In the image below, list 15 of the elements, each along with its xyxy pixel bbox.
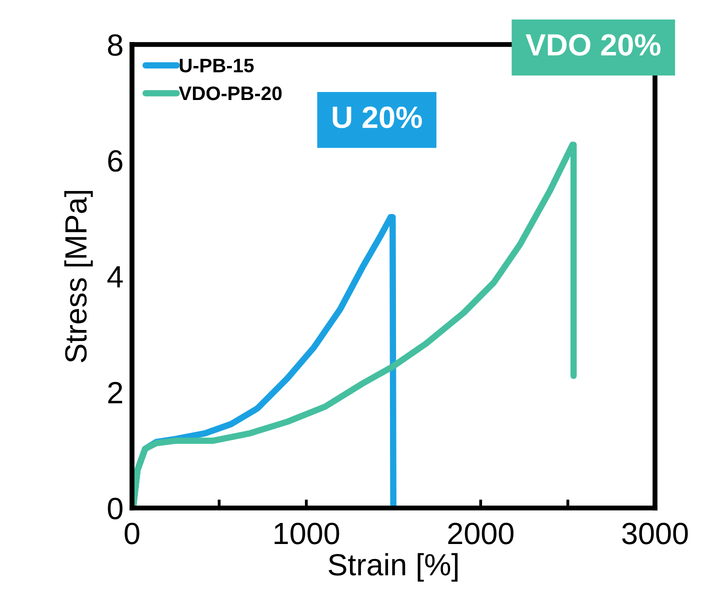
y-tick-label: 4 — [107, 266, 123, 288]
y-tick-label: 2 — [108, 382, 122, 404]
annotation: U 20% — [332, 106, 422, 128]
annotation: VDO 20% — [526, 34, 660, 56]
legend-label: VDO-PB-20 — [178, 86, 282, 100]
x-tick-label: 1000 — [274, 522, 340, 544]
y-axis-title: Stress [MPa] — [64, 190, 93, 362]
y-tick-label: 8 — [108, 34, 122, 56]
x-tick-label: 3000 — [622, 522, 688, 544]
x-tick-label: 2000 — [448, 522, 514, 544]
legend-label: U-PB-15 — [180, 58, 254, 72]
y-tick-label: 0 — [108, 498, 122, 520]
x-tick-label: 0 — [124, 522, 140, 544]
y-tick-label: 6 — [108, 150, 122, 172]
x-axis-title: Strain [%] — [328, 553, 458, 582]
